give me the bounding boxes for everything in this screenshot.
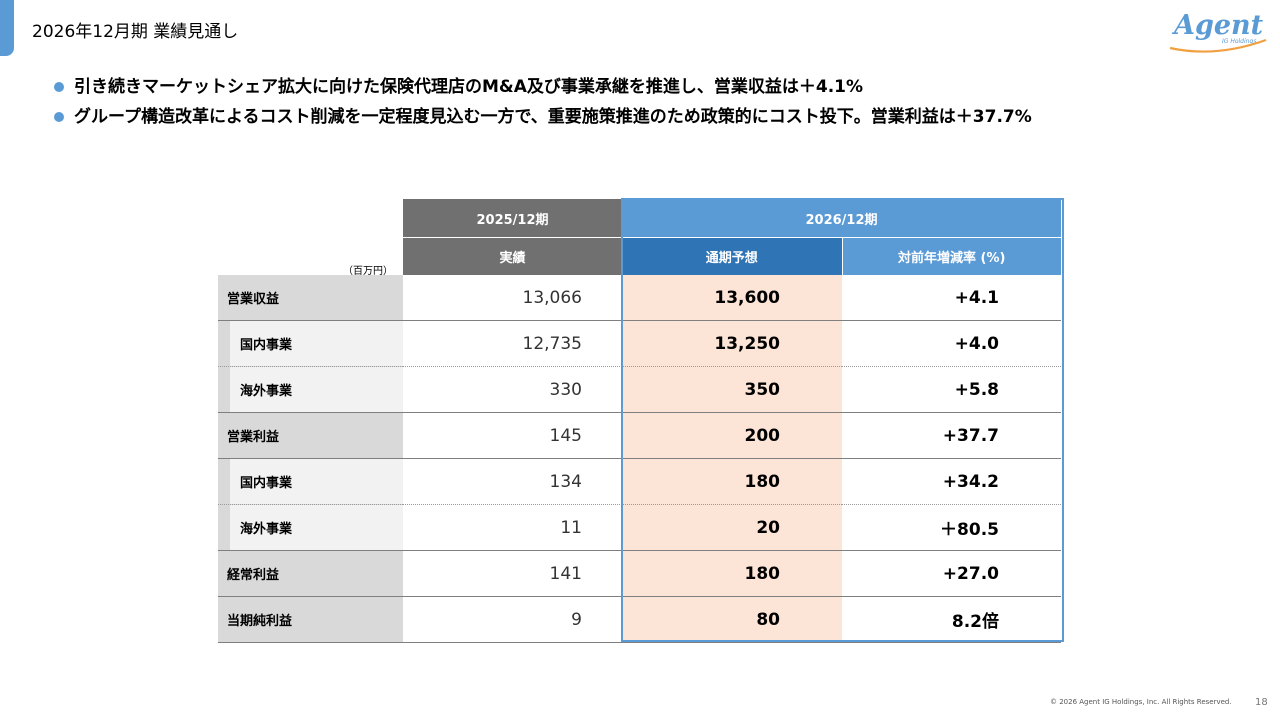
growth-value: +27.0 — [842, 550, 1061, 597]
forecast-value: 13,600 — [622, 275, 842, 321]
actual-value: 141 — [403, 550, 622, 597]
bullet-dot-icon — [54, 82, 64, 92]
logo-swoosh — [1169, 38, 1267, 53]
row-label: 海外事業 — [230, 367, 403, 412]
logo-subtext: IG Holdings — [1222, 38, 1256, 45]
row-label: 当期純利益 — [218, 596, 403, 643]
actual-value: 330 — [403, 366, 622, 413]
actual-value: 12,735 — [403, 320, 622, 367]
table-row: 海外事業 330 350 +5.8 — [218, 366, 1061, 413]
growth-value: +4.0 — [842, 320, 1061, 367]
summary-bullets: 引き続きマーケットシェア拡大に向けた保険代理店のM&A及び事業承継を推進し、営業… — [54, 74, 1032, 134]
bullet-item: 引き続きマーケットシェア拡大に向けた保険代理店のM&A及び事業承継を推進し、営業… — [54, 74, 1032, 104]
row-label: 営業収益 — [218, 275, 403, 321]
growth-value: +5.8 — [842, 366, 1061, 413]
growth-value: 8.2倍 — [842, 596, 1061, 643]
accent-tab — [0, 0, 14, 56]
actual-value: 145 — [403, 412, 622, 459]
logo-text: Agent — [1171, 10, 1264, 41]
forecast-value: 180 — [622, 550, 842, 597]
col-actual-header: 実績 — [403, 237, 622, 275]
header-blank — [218, 199, 403, 238]
table-row: 営業収益 13,066 13,600 +4.1 — [218, 275, 1061, 321]
unit-label: （百万円） — [343, 266, 393, 277]
actual-value: 11 — [403, 504, 622, 551]
actual-value: 134 — [403, 458, 622, 505]
row-label-cell: 国内事業 — [218, 320, 403, 367]
bullet-item: グループ構造改革によるコスト削減を一定程度見込む一方で、重要施策推進のため政策的… — [54, 104, 1032, 134]
forecast-value: 80 — [622, 596, 842, 643]
forecast-value: 13,250 — [622, 320, 842, 367]
growth-value: +4.1 — [842, 275, 1061, 321]
table-row: 経常利益 141 180 +27.0 — [218, 550, 1061, 597]
row-label-cell: 海外事業 — [218, 366, 403, 413]
period-prev-header: 2025/12期 — [403, 199, 622, 238]
growth-value: +37.7 — [842, 412, 1061, 459]
period-next-header: 2026/12期 — [622, 199, 1061, 238]
page-number: 18 — [1255, 697, 1268, 708]
row-label-cell: 海外事業 — [218, 504, 403, 551]
forecast-value: 20 — [622, 504, 842, 551]
page-title: 2026年12月期 業績見通し — [32, 22, 239, 42]
bullet-dot-icon — [54, 112, 64, 122]
bullet-text: グループ構造改革によるコスト削減を一定程度見込む一方で、重要施策推進のため政策的… — [74, 107, 1032, 127]
row-label: 経常利益 — [218, 550, 403, 597]
row-label: 海外事業 — [230, 505, 403, 550]
copyright-notice: © 2026 Agent IG Holdings, Inc. All Right… — [1050, 698, 1232, 706]
actual-value: 13,066 — [403, 275, 622, 321]
table-row: 国内事業 134 180 +34.2 — [218, 458, 1061, 505]
actual-value: 9 — [403, 596, 622, 643]
row-label: 国内事業 — [230, 321, 403, 366]
table-row: 当期純利益 9 80 8.2倍 — [218, 596, 1061, 643]
growth-value: ＋80.5 — [842, 504, 1061, 551]
row-label: 営業利益 — [218, 412, 403, 459]
header-blank — [218, 238, 403, 276]
col-forecast-header: 通期予想 — [622, 237, 842, 275]
growth-value: +34.2 — [842, 458, 1061, 505]
row-label-cell: 国内事業 — [218, 458, 403, 505]
forecast-value: 350 — [622, 366, 842, 413]
forecast-value: 200 — [622, 412, 842, 459]
bullet-text: 引き続きマーケットシェア拡大に向けた保険代理店のM&A及び事業承継を推進し、営業… — [74, 77, 864, 97]
table-row: 営業利益 145 200 +37.7 — [218, 412, 1061, 459]
col-growth-header: 対前年増減率 (%) — [841, 237, 1061, 275]
forecast-value: 180 — [622, 458, 842, 505]
company-logo: Agent IG Holdings — [1169, 10, 1267, 53]
table-row: 国内事業 12,735 13,250 +4.0 — [218, 320, 1061, 367]
earnings-forecast-table: 2025/12期 2026/12期 実績 通期予想 対前年増減率 (%) 営業収… — [218, 199, 1061, 643]
row-label: 国内事業 — [230, 459, 403, 504]
table-row: 海外事業 11 20 ＋80.5 — [218, 504, 1061, 551]
